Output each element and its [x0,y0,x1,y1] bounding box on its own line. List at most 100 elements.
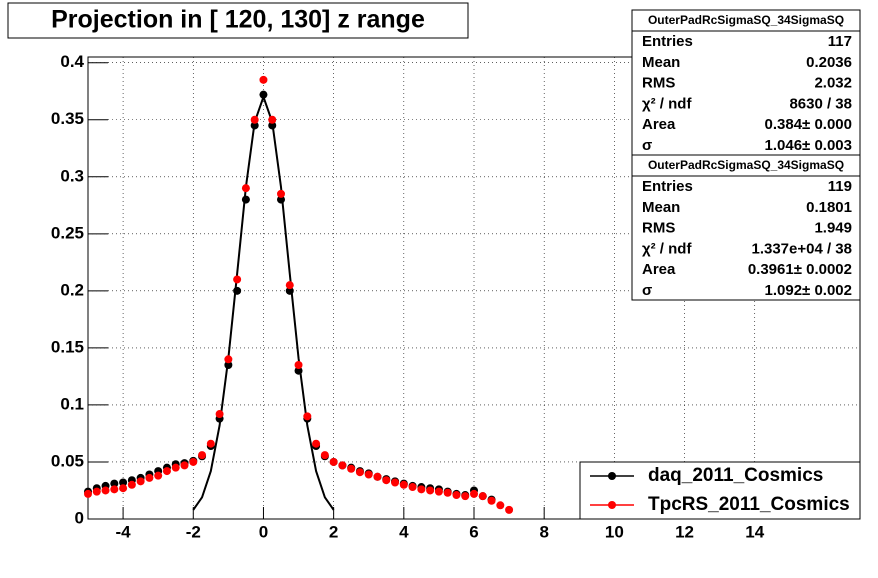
data-point [399,480,408,489]
data-point [312,439,321,448]
data-point [426,486,435,495]
stats-label: χ² / ndf [642,95,692,112]
data-point [250,115,259,124]
stats-box [631,154,861,301]
x-tick-label: -4 [116,522,132,541]
data-point [382,476,391,485]
data-point [417,485,426,494]
data-point [224,355,233,364]
stats-value: 1.949 [814,220,852,237]
x-tick-label: 10 [605,522,624,541]
data-point [259,75,268,84]
stats-label: Mean [642,54,680,71]
stats-value: 1.092± 0.002 [765,282,852,299]
data-point [119,478,128,487]
y-tick-label: 0 [75,508,84,527]
data-point [268,115,277,124]
stats-value: 2.032 [814,75,852,92]
data-point [303,412,312,421]
data-point [355,468,364,477]
data-point [505,505,514,514]
data-point [84,489,92,498]
data-point [294,366,303,375]
data-point [119,484,128,493]
data-point [277,195,285,204]
x-tick-label: 0 [259,522,268,541]
stats-value: 8630 / 38 [789,95,852,112]
stats-label: σ [642,137,652,154]
data-point [250,121,259,130]
stats-value: 0.2036 [806,54,852,71]
stats-label: Area [642,261,676,278]
data-point [443,488,452,497]
x-tick-label: 4 [399,522,409,541]
data-point [434,487,443,496]
data-point [110,479,119,488]
data-point [320,451,329,460]
data-point [233,275,242,284]
data-point [127,480,136,489]
x-tick-label: 2 [329,522,338,541]
y-tick-label: 0.35 [51,109,84,128]
data-point [277,189,285,198]
x-tick-label: -2 [186,522,201,541]
data-point [329,457,338,466]
stats-label: RMS [642,220,675,237]
stats-label: Entries [642,33,693,50]
chart-title: Projection in [ 120, 130] z range [51,6,425,34]
y-tick-label: 0.3 [60,166,84,185]
stats-value: 0.1801 [806,199,852,216]
data-point [364,470,373,479]
y-tick-label: 0.2 [60,280,84,299]
data-point [347,464,356,473]
grid [88,57,860,520]
data-point [408,483,417,492]
data-point [259,90,268,99]
data-point [92,487,101,496]
y-tick-label: 0.1 [60,394,84,413]
stats-label: Mean [642,199,680,216]
data-point [198,451,207,460]
data-point [154,471,163,480]
x-tick-label: 12 [675,522,694,541]
stats-value: 1.337e+04 / 38 [751,240,852,257]
data-point [233,286,242,295]
x-tick-label: 8 [539,522,548,541]
data-point [294,361,303,369]
data-point [452,491,461,500]
data-point [285,281,294,290]
data-point [180,461,189,470]
data-point [461,492,470,501]
data-point [171,463,180,472]
data-point [285,286,294,295]
y-tick-label: 0.25 [51,223,84,242]
legend-marker [608,501,616,509]
data-point [215,410,224,419]
data-point [241,184,250,193]
legend-label: daq_2011_Cosmics [648,465,823,486]
stats-label: RMS [642,75,675,92]
stats-label: σ [642,282,652,299]
data-point [338,461,347,470]
data-point [136,477,145,486]
stats-box [631,9,861,156]
data-point [373,472,382,481]
y-tick-label: 0.15 [51,337,84,356]
data-point [162,467,171,476]
y-tick-label: 0.4 [60,52,84,71]
stats-value: 119 [828,178,852,195]
stats-title: OuterPadRcSigmaSQ_34SigmaSQ [648,13,844,27]
stats-value: 117 [828,33,852,50]
legend-box [579,461,861,520]
legend-label: TpcRS_2011_Cosmics [648,494,850,515]
x-tick-label: 14 [745,522,764,541]
stats-value: 0.3961± 0.0002 [748,261,852,278]
data-point [110,485,119,494]
legend-marker [608,472,616,480]
data-point [101,486,110,495]
data-point [470,489,478,498]
data-point [487,496,496,505]
overlay: -4 -2 0 2 4 6 8 10 12 14 0 0.05 0.1 0.15 0.2 0.25 0.3 0.3… [51,9,861,541]
data-point [496,501,505,510]
